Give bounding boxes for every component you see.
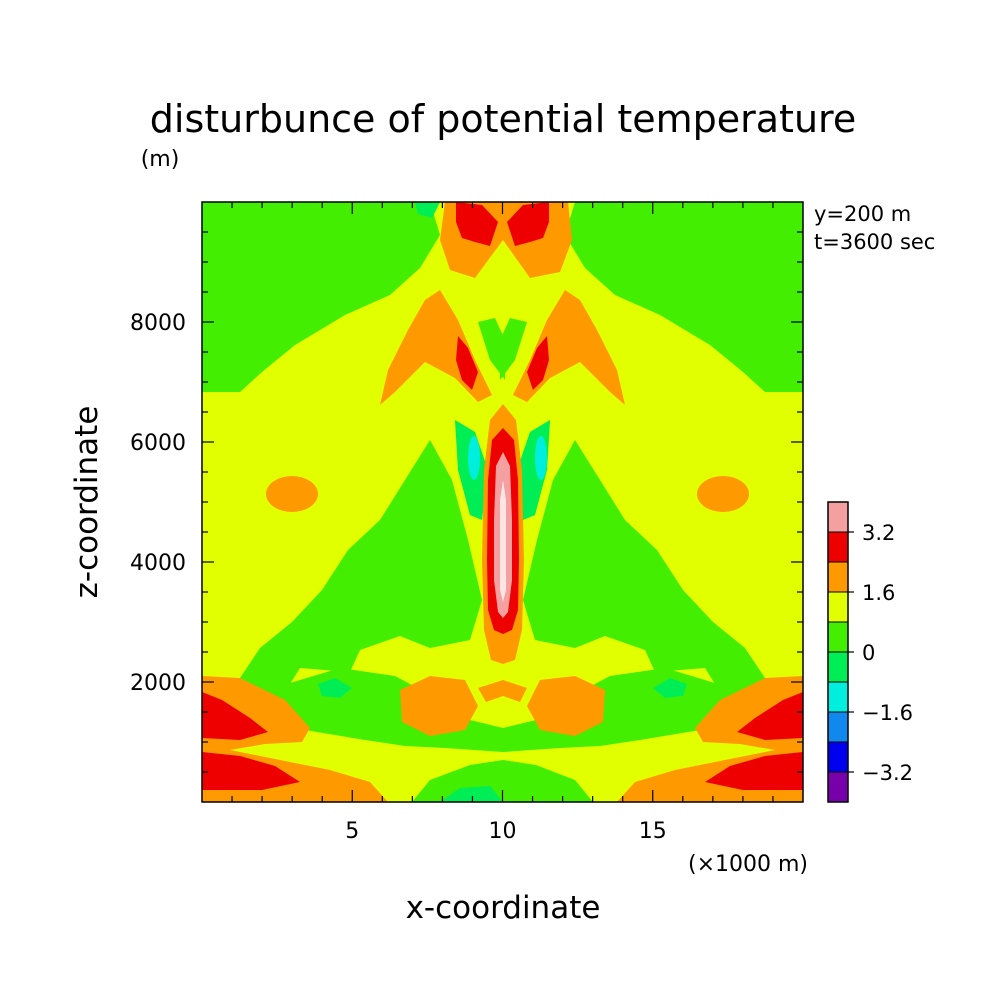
y-tick-label: 6000 bbox=[130, 431, 186, 456]
colorbar-segment bbox=[827, 741, 849, 773]
y-tick-label: 8000 bbox=[130, 311, 186, 336]
colorbar-segment bbox=[827, 711, 849, 743]
band-red-low-left bbox=[202, 692, 300, 790]
x-unit-label: (×1000 m) bbox=[688, 852, 808, 877]
y-tick-label: 4000 bbox=[130, 551, 186, 576]
band-orange-low-center bbox=[478, 680, 527, 702]
colorbar-label: 3.2 bbox=[862, 521, 895, 545]
band-upper-left-green bbox=[202, 202, 440, 392]
axis-ticks bbox=[202, 202, 803, 802]
band-orange-low-cell-right bbox=[527, 676, 605, 736]
contour-field bbox=[202, 202, 803, 802]
band-lower-center-green bbox=[202, 668, 803, 752]
band-neg-surface bbox=[440, 786, 503, 802]
band-red-top-right bbox=[507, 202, 549, 246]
colorbar-label: −3.2 bbox=[862, 761, 913, 785]
y-tick-label: 2000 bbox=[130, 671, 186, 696]
band-red-upper-right bbox=[527, 336, 549, 390]
band-neg-top bbox=[415, 202, 440, 218]
x-tick-label: 5 bbox=[345, 819, 359, 844]
band-mid-right-green bbox=[523, 440, 773, 714]
colorbar-segment bbox=[827, 681, 849, 713]
band-red-upper-left bbox=[456, 336, 478, 390]
band-orange-bubble-left bbox=[266, 476, 318, 512]
band-center-upper-green bbox=[478, 318, 505, 380]
band-neg-left-low bbox=[318, 678, 352, 698]
chart-title: disturbunce of potential temperature bbox=[150, 97, 856, 141]
axis-tick-labels: 5 10 15 2000 4000 6000 8000 bbox=[130, 311, 667, 844]
annotation-y: y=200 m bbox=[814, 202, 911, 226]
band-mid-left-green bbox=[232, 440, 482, 714]
colorbar-segment bbox=[827, 561, 849, 593]
band-cyan-left bbox=[468, 436, 480, 480]
colorbar-segment bbox=[827, 531, 849, 563]
band-red-low-right bbox=[705, 692, 803, 790]
band-orange-bubble-right bbox=[697, 476, 749, 512]
colorbar-segment bbox=[827, 771, 849, 803]
band-cyan-right bbox=[535, 436, 547, 480]
x-axis-label: x-coordinate bbox=[406, 890, 601, 926]
colorbar-label: 0 bbox=[862, 641, 875, 665]
colorbar-segment bbox=[827, 501, 849, 533]
x-tick-label: 15 bbox=[639, 819, 667, 844]
colorbar-segment bbox=[827, 591, 849, 623]
colorbar-label: 1.6 bbox=[862, 581, 895, 605]
colorbar: 3.2 1.6 0 −1.6 −3.2 bbox=[827, 501, 913, 803]
y-unit-label: (m) bbox=[141, 147, 180, 172]
band-white-core bbox=[500, 480, 506, 602]
colorbar-segment bbox=[827, 651, 849, 683]
colorbar-label: −1.6 bbox=[862, 701, 913, 725]
band-red-top-left bbox=[456, 202, 498, 246]
x-tick-label: 10 bbox=[489, 819, 517, 844]
y-axis-label: z-coordinate bbox=[69, 406, 105, 599]
band-center-upper-green-r bbox=[500, 318, 527, 380]
band-neg-right-low bbox=[653, 678, 687, 698]
band-upper-right-green bbox=[565, 202, 803, 392]
band-orange-low-cell-left bbox=[400, 676, 478, 736]
colorbar-segment bbox=[827, 621, 849, 653]
annotation-t: t=3600 sec bbox=[814, 230, 935, 254]
